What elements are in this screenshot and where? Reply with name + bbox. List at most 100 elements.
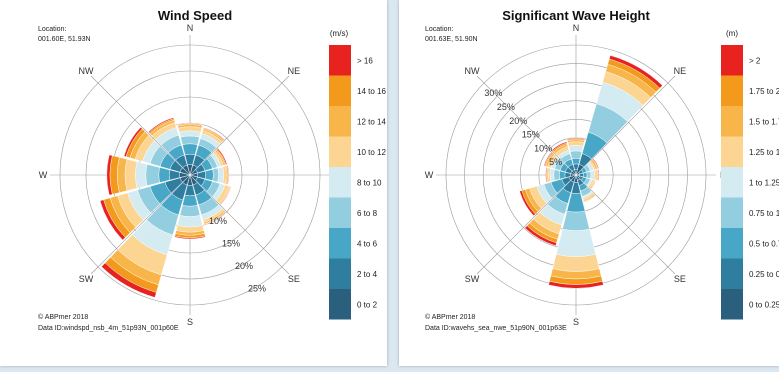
legend-label: 4 to 6 xyxy=(357,239,378,248)
sector-bar xyxy=(545,167,577,183)
sector-segment xyxy=(145,164,160,186)
legend-label: 1.75 to 2 xyxy=(749,87,779,96)
sector-segment xyxy=(180,135,200,145)
sector-bar xyxy=(575,174,596,190)
legend-label: > 2 xyxy=(749,56,761,65)
sector-segment xyxy=(571,158,581,165)
sector-bar xyxy=(148,117,191,176)
sector-bar xyxy=(575,158,600,176)
sector-segment xyxy=(586,171,592,179)
sector-segment xyxy=(135,161,148,189)
sector-segment xyxy=(566,137,586,140)
sector-bar xyxy=(575,55,663,176)
sector-bar xyxy=(99,174,191,241)
sector-segment xyxy=(568,145,584,152)
sector-bar xyxy=(575,169,600,181)
legend-label: 1 to 1.25 xyxy=(749,178,779,187)
direction-label: S xyxy=(187,317,193,327)
sector-bar xyxy=(174,174,206,240)
direction-label: SW xyxy=(79,274,94,284)
location-value: 001.63E, 51.90N xyxy=(425,36,478,43)
sector-segment xyxy=(182,194,198,207)
direction-label: SW xyxy=(465,274,480,284)
ring-label: 30% xyxy=(484,88,502,98)
wind-rose-chart: Wind Speed Location: 001.60E, 51.93N © A… xyxy=(38,8,386,332)
sector-bar xyxy=(189,165,230,185)
sector-segment xyxy=(203,127,225,141)
direction-label: SE xyxy=(674,274,686,284)
grid-spoke xyxy=(575,75,676,176)
legend-label: 14 to 16 xyxy=(357,87,386,96)
sector-segment xyxy=(552,254,600,272)
legend-label: 10 to 12 xyxy=(357,148,386,157)
sector-segment xyxy=(204,169,214,181)
legend-label: 2 to 4 xyxy=(357,270,378,279)
location-label: Location: xyxy=(425,26,453,33)
sector-segment xyxy=(559,170,566,180)
legend-swatch xyxy=(721,167,743,198)
ring-label: 20% xyxy=(509,116,527,126)
sector-segment xyxy=(179,205,201,217)
legend-swatch xyxy=(721,136,743,167)
sector-bar xyxy=(177,122,203,176)
ring-labels: 5% 10% 15% 20% 25% 30% xyxy=(484,88,562,167)
sector-segment xyxy=(124,159,138,191)
sector-segment xyxy=(597,169,600,181)
legend-swatch xyxy=(329,197,351,228)
legend-swatch xyxy=(329,136,351,167)
ring-label: 10% xyxy=(534,143,552,153)
location-value: 001.60E, 51.93N xyxy=(38,36,91,43)
sector-segment xyxy=(212,167,219,183)
sector-segment xyxy=(227,165,230,185)
polar-bars xyxy=(519,55,663,289)
legend-label: 1.5 to 1.75 xyxy=(749,117,779,126)
sector-segment xyxy=(548,281,604,289)
copyright-text: © ABPmer 2018 xyxy=(425,313,475,321)
legend-label: 0 to 0.25 xyxy=(749,300,779,309)
polar-bars xyxy=(99,117,232,298)
sector-segment xyxy=(182,143,198,156)
grid-spoke xyxy=(476,75,577,176)
grid-spoke xyxy=(189,174,290,275)
sector-segment xyxy=(99,199,126,241)
sector-segment xyxy=(220,186,232,205)
sector-segment xyxy=(553,169,561,181)
direction-label: NE xyxy=(674,66,687,76)
sector-segment xyxy=(148,117,175,134)
direction-label: NE xyxy=(288,66,301,76)
direction-label: NW xyxy=(79,66,94,76)
legend-swatch xyxy=(329,289,351,320)
legend-swatch xyxy=(329,75,351,106)
legend-swatch xyxy=(329,106,351,137)
legend-swatch xyxy=(721,228,743,259)
sector-segment xyxy=(158,167,171,183)
legend-swatch xyxy=(721,75,743,106)
sector-segment xyxy=(177,122,203,126)
legend: > 16 14 to 16 12 to 14 10 to 12 8 to 10 6 to … xyxy=(329,45,386,320)
sector-segment xyxy=(609,55,663,89)
legend-swatch xyxy=(721,45,743,76)
sector-segment xyxy=(543,151,553,167)
ring-label: 20% xyxy=(235,261,253,271)
wind-speed-panel: Wind Speed Location: 001.60E, 51.93N © A… xyxy=(0,0,387,366)
direction-label: SE xyxy=(288,274,300,284)
sector-bar xyxy=(524,174,577,246)
sector-segment xyxy=(592,158,600,169)
sector-segment xyxy=(583,194,596,203)
ring-label: 25% xyxy=(497,102,515,112)
ring-label: 5% xyxy=(549,157,562,167)
legend-swatch xyxy=(721,197,743,228)
legend-label: 6 to 8 xyxy=(357,209,378,218)
legend-swatch xyxy=(329,45,351,76)
legend-swatch xyxy=(329,167,351,198)
direction-label: N xyxy=(187,23,194,33)
legend-label: 0 to 2 xyxy=(357,300,378,309)
sector-segment xyxy=(524,225,557,246)
legend: > 2 1.75 to 2 1.5 to 1.75 1.25 to 1.5 1 to 1… xyxy=(721,45,779,320)
legend-label: 8 to 10 xyxy=(357,178,382,187)
sector-bar xyxy=(123,127,191,176)
legend-swatch xyxy=(329,228,351,259)
grid-spoke xyxy=(575,174,676,275)
chart-title: Significant Wave Height xyxy=(502,8,650,23)
legend-units: (m) xyxy=(726,29,738,38)
